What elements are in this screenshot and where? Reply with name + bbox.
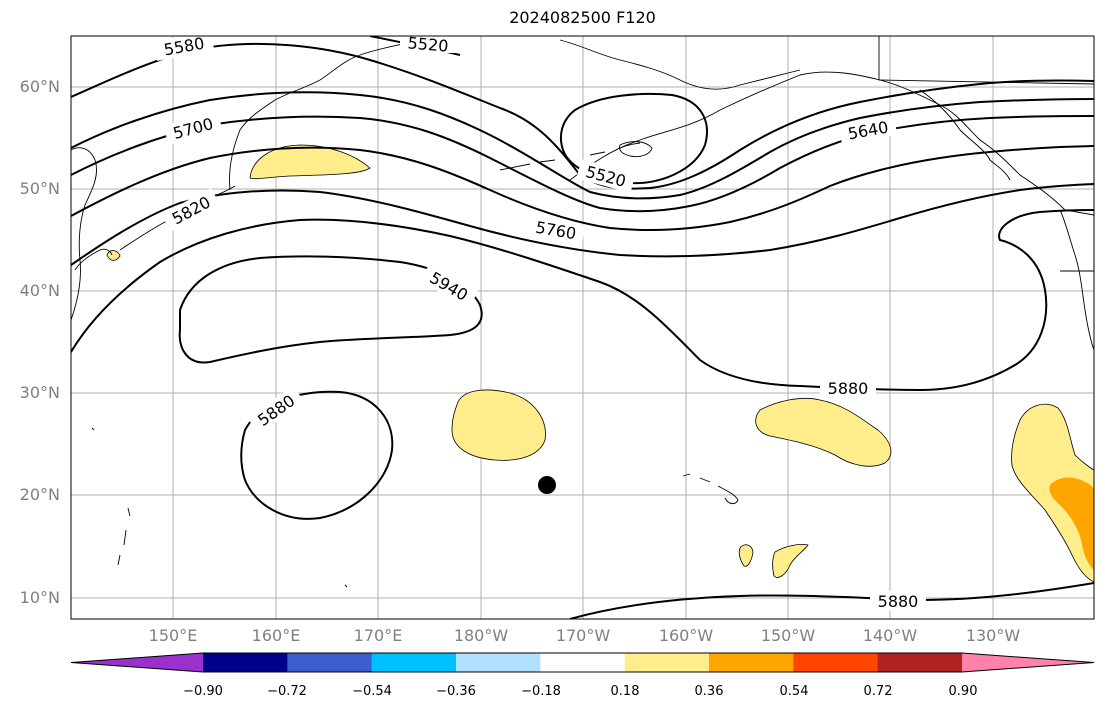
lon-label-130w: 130°W xyxy=(965,626,1021,645)
contour-label-5520-top: 5520 xyxy=(407,33,449,55)
lat-label-40n: 40°N xyxy=(19,281,60,300)
lon-label-160w: 160°W xyxy=(658,626,714,645)
coast-west-canada xyxy=(1059,209,1094,351)
colorbar-tick-label: −0.54 xyxy=(352,684,392,699)
lon-label-180w: 180°W xyxy=(453,626,509,645)
shade-hokkaido xyxy=(106,250,121,261)
contour-5640 xyxy=(71,115,1094,213)
coast-bering-islands xyxy=(499,142,641,171)
map-frame xyxy=(70,35,1095,620)
colorbar-tick-label: 0.72 xyxy=(863,684,893,699)
lon-label-170e: 170°E xyxy=(353,626,403,645)
colorbar-tick-label: 0.36 xyxy=(694,684,724,699)
colorbar xyxy=(70,652,1095,673)
colorbar-tick-label: 0.90 xyxy=(948,684,978,699)
lat-label-60n: 60°N xyxy=(19,77,60,96)
colorbar-segment xyxy=(877,653,963,672)
contour-label-5880-right: 5880 xyxy=(828,379,869,398)
lat-label-20n: 20°N xyxy=(19,485,60,504)
coast-alaska-north xyxy=(559,39,801,90)
colorbar-tick-label: −0.72 xyxy=(267,684,307,699)
contour-5880-bottom xyxy=(569,582,1094,619)
colorbar-segment xyxy=(709,653,794,672)
colorbar-tick-label: −0.36 xyxy=(436,684,476,699)
lat-label-10n: 10°N xyxy=(19,588,60,607)
colorbar-segment xyxy=(203,653,288,672)
contour-label-5880-bottom: 5880 xyxy=(878,592,919,611)
coast-hawaii xyxy=(682,473,739,505)
lon-label-160e: 160°E xyxy=(251,626,301,645)
shade-central-pacific xyxy=(451,389,546,461)
shade-small-south-1 xyxy=(738,544,754,567)
colorbar-segment xyxy=(371,653,457,672)
shade-mexico-orange xyxy=(1049,477,1094,570)
contour-5880-left xyxy=(240,390,394,520)
colorbar-tick-label: −0.90 xyxy=(183,684,223,699)
colorbar-segment xyxy=(540,653,626,672)
lat-label-50n: 50°N xyxy=(19,179,60,198)
colorbar-segment xyxy=(456,653,541,672)
shaded-anomaly-regions xyxy=(106,144,1094,583)
coast-kamchatka xyxy=(229,39,421,191)
contour-label-5580: 5580 xyxy=(162,34,205,60)
lat-label-30n: 30°N xyxy=(19,383,60,402)
colorbar-outline xyxy=(70,652,1095,673)
lon-label-150w: 150°W xyxy=(760,626,816,645)
map-title: 2024082500 F120 xyxy=(509,8,656,27)
coastlines xyxy=(71,36,1094,588)
contour-5760 xyxy=(71,145,1094,231)
coast-aleutian-ring xyxy=(619,141,653,158)
colorbar-tick-label: 0.54 xyxy=(779,684,809,699)
coast-alaska-peninsula xyxy=(919,89,1011,181)
colorbar-extend-high xyxy=(962,653,1094,672)
lon-label-140w: 140°W xyxy=(862,626,918,645)
lon-label-170w: 170°W xyxy=(555,626,611,645)
coast-japan xyxy=(71,147,97,321)
colorbar-segment xyxy=(793,653,879,672)
colorbar-tick-label: 0.18 xyxy=(610,684,640,699)
shade-small-south-2 xyxy=(772,544,809,578)
colorbar-tick-label: −0.18 xyxy=(521,684,561,699)
position-marker xyxy=(538,476,556,494)
colorbar-segment xyxy=(287,653,373,672)
contour-5880-outer xyxy=(71,209,1094,392)
height-contours xyxy=(71,36,1094,619)
coast-islands-west xyxy=(91,427,348,588)
coast-alaska xyxy=(569,71,1094,216)
contour-5700 xyxy=(71,91,1094,200)
colorbar-extend-low xyxy=(71,653,203,672)
contour-5520-ring xyxy=(559,92,708,185)
lon-label-150e: 150°E xyxy=(148,626,198,645)
colorbar-segment xyxy=(624,653,710,672)
contour-5820 xyxy=(71,183,1094,266)
contour-5940 xyxy=(178,255,483,364)
coast-canada-border xyxy=(878,36,1094,85)
gridlines xyxy=(71,36,1094,619)
shade-east-pacific xyxy=(755,397,892,467)
